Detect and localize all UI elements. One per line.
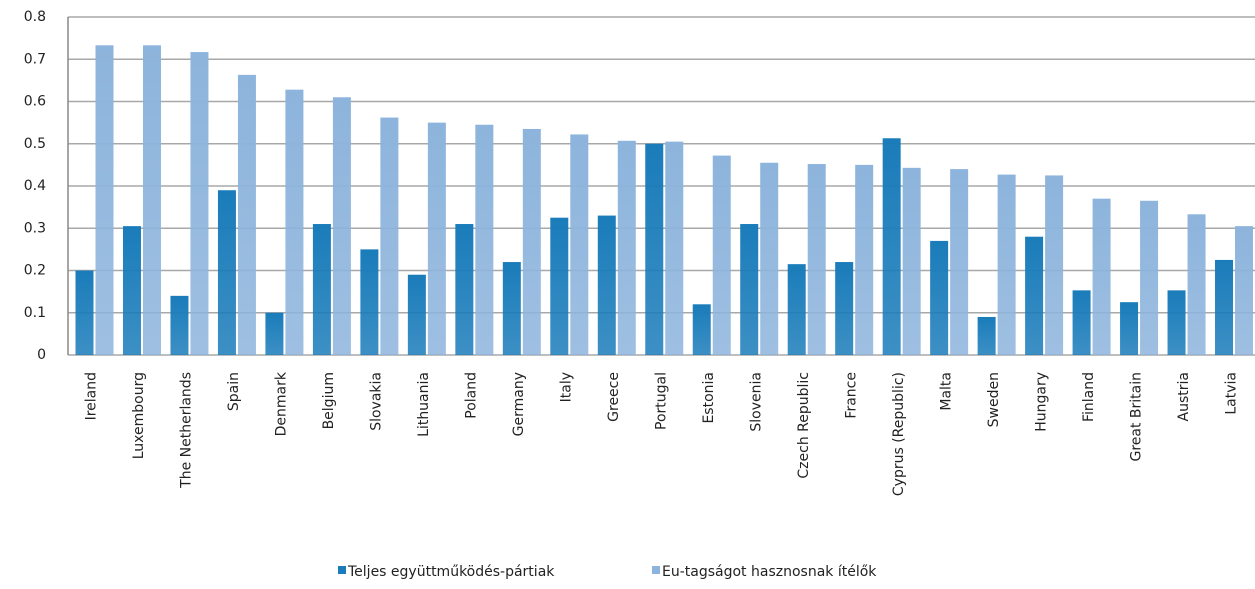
bar	[807, 164, 826, 355]
x-tick-label: Luxembourg	[131, 372, 147, 459]
bar	[1187, 214, 1206, 355]
x-tick-label: Slovakia	[369, 372, 385, 431]
x-tick-label: Hungary	[1033, 372, 1049, 432]
legend-swatch	[652, 566, 660, 574]
x-tick-label: Great Britain	[1128, 372, 1144, 462]
x-tick-label: Malta	[938, 372, 954, 411]
x-tick-label: The Netherlands	[179, 372, 195, 489]
bar	[1215, 259, 1234, 355]
bar	[455, 224, 474, 355]
bar	[332, 97, 351, 356]
bar	[142, 45, 161, 356]
bar	[1235, 226, 1254, 355]
bar	[617, 140, 636, 355]
x-tick-label: Portugal	[654, 372, 670, 430]
bar	[237, 74, 256, 355]
x-tick-label: Denmark	[274, 371, 290, 436]
bar	[1045, 175, 1064, 355]
bar	[1167, 290, 1186, 355]
x-tick-label: Slovenia	[748, 372, 764, 432]
bar	[1025, 236, 1044, 355]
bar	[360, 249, 379, 355]
x-tick-label: Czech Republic	[796, 372, 812, 479]
x-tick-label: Sweden	[986, 372, 1002, 427]
bar	[882, 138, 901, 355]
bar	[645, 143, 664, 355]
bar	[712, 155, 731, 355]
bar	[1140, 200, 1159, 355]
bar	[475, 124, 494, 355]
bar	[285, 89, 304, 356]
bar	[1120, 302, 1139, 355]
legend-label: Eu-tagságot hasznosnak ítélők	[662, 564, 877, 580]
x-tick-label: Poland	[464, 372, 480, 419]
bar	[760, 162, 779, 355]
bar	[312, 224, 331, 355]
x-tick-label: Latvia	[1223, 372, 1239, 415]
bar	[930, 240, 949, 355]
x-tick-label: Finland	[1081, 372, 1097, 422]
bar	[550, 217, 569, 355]
y-tick-label: 0.3	[24, 220, 46, 236]
x-tick-label: Greece	[606, 372, 622, 422]
bar	[835, 262, 854, 355]
bar	[740, 224, 759, 355]
bar	[122, 226, 141, 355]
bar	[190, 52, 209, 355]
bar	[977, 316, 996, 355]
y-tick-label: 0.5	[24, 136, 46, 152]
bar	[522, 128, 541, 355]
bar	[665, 141, 684, 355]
y-tick-label: 0.2	[24, 263, 46, 279]
y-tick-label: 0.6	[24, 94, 46, 110]
bar	[1092, 198, 1111, 355]
x-tick-label: France	[843, 372, 859, 419]
legend-swatch	[338, 566, 346, 574]
bar	[597, 215, 616, 355]
bar	[170, 295, 189, 355]
x-tick-label: Estonia	[701, 372, 717, 424]
bar	[427, 122, 446, 355]
bar	[95, 45, 114, 356]
y-tick-label: 0	[37, 347, 46, 363]
bar	[950, 169, 969, 355]
bar	[502, 262, 521, 355]
bar	[692, 304, 711, 355]
bar	[787, 264, 806, 355]
bar	[75, 270, 94, 355]
y-tick-label: 0.8	[24, 9, 46, 25]
x-tick-label: Italy	[559, 372, 575, 402]
x-tick-label: Belgium	[321, 372, 337, 429]
x-tick-label: Germany	[511, 372, 527, 436]
bar	[570, 134, 589, 355]
bar	[1072, 290, 1091, 355]
bar	[265, 312, 284, 355]
bar	[380, 117, 399, 356]
x-tick-label: Cyprus (Republic)	[891, 372, 907, 496]
bar	[217, 190, 236, 355]
x-tick-label: Spain	[226, 372, 242, 411]
bar	[902, 167, 921, 355]
y-tick-label: 0.1	[24, 305, 46, 321]
bar	[997, 174, 1016, 355]
bar	[855, 164, 874, 355]
y-tick-label: 0.7	[24, 51, 46, 67]
x-tick-label: Lithuania	[416, 372, 432, 437]
x-tick-label: Austria	[1176, 372, 1192, 421]
x-tick-label: Ireland	[84, 372, 100, 420]
bar	[407, 274, 426, 355]
y-tick-label: 0.4	[24, 178, 46, 194]
legend-label: Teljes együttműködés-pártiak	[347, 564, 555, 580]
